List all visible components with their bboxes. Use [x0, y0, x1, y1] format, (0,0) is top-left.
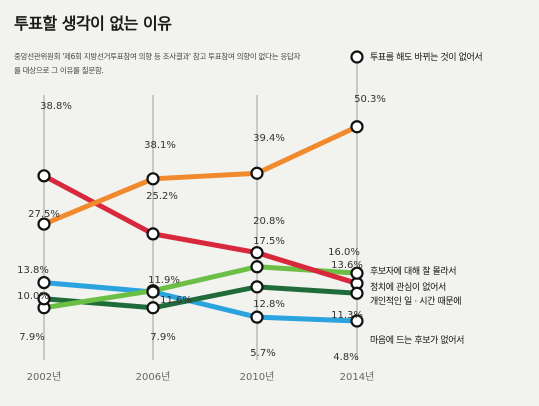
series-line	[41, 124, 360, 227]
x-tick-label: 2002년	[27, 371, 62, 383]
data-point	[350, 120, 364, 134]
data-point	[146, 227, 160, 241]
legend-label: 후보자에 대해 잘 몰라서	[370, 265, 456, 277]
data-label: 11.3%	[331, 310, 363, 321]
data-label: 11.6%	[160, 295, 192, 306]
x-tick-label: 2014년	[340, 371, 375, 383]
series-line	[41, 284, 360, 311]
data-label: 10.0%	[17, 291, 49, 302]
data-label: 4.8%	[333, 352, 358, 363]
data-point	[350, 286, 364, 300]
data-point	[250, 246, 264, 260]
data-label: 13.6%	[331, 260, 363, 271]
data-point	[146, 285, 160, 299]
data-label: 38.1%	[144, 140, 176, 151]
data-point	[250, 280, 264, 294]
data-point	[37, 217, 51, 231]
data-label: 27.5%	[28, 209, 60, 220]
data-label: 7.9%	[150, 332, 175, 343]
data-point	[37, 292, 51, 306]
x-tick-label: 2010년	[240, 371, 275, 383]
data-point	[350, 266, 364, 280]
data-point	[250, 310, 264, 324]
data-label: 16.0%	[328, 247, 360, 258]
data-label: 50.3%	[354, 94, 386, 105]
legend-label: 투표를 해도 바뀌는 것이 없어서	[370, 52, 482, 63]
data-point	[250, 166, 264, 180]
data-label: 13.8%	[17, 265, 49, 276]
chart-subtitle: 중앙선관위원회 '제6회 지방선거투표참여 의향 등 조사결과' 참고 투표참여…	[14, 52, 301, 75]
series-line	[41, 173, 360, 286]
data-label: 7.9%	[19, 332, 44, 343]
data-point	[37, 275, 51, 290]
data-label: 38.8%	[40, 101, 72, 112]
data-label: 25.2%	[146, 191, 178, 202]
data-point	[146, 172, 160, 186]
legend-label: 마음에 드는 후보가 없어서	[370, 335, 464, 346]
data-point	[250, 260, 264, 274]
data-point	[37, 169, 51, 183]
data-label: 12.8%	[253, 299, 285, 310]
data-label: 17.5%	[253, 236, 285, 247]
data-label: 20.8%	[253, 216, 285, 227]
series-line	[41, 280, 360, 324]
data-label: 39.4%	[253, 133, 285, 144]
legend-label: 정치에 관심이 없어서	[370, 281, 446, 293]
data-point	[146, 301, 160, 315]
data-point	[350, 314, 364, 328]
x-tick-label: 2006년	[136, 371, 171, 383]
data-label: 11.9%	[148, 275, 180, 286]
chart-title: 투표할 생각이 없는 이유	[14, 14, 172, 33]
legend-label: 개인적인 일 · 시간 때문에	[370, 295, 461, 307]
data-label: 5.7%	[250, 348, 275, 359]
legend-marker	[350, 50, 364, 64]
